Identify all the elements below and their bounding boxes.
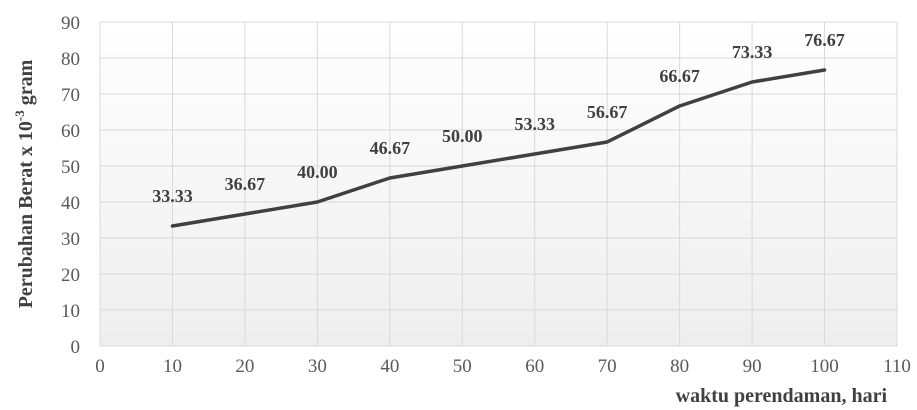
y-tick-label: 50 xyxy=(61,157,80,178)
y-tick-label: 70 xyxy=(61,85,80,106)
x-tick-labels: 0 10 20 30 40 50 60 70 80 90 100 110 xyxy=(95,356,911,377)
data-label: 46.67 xyxy=(370,138,411,158)
y-tick-label: 0 xyxy=(71,337,81,358)
x-tick-label: 80 xyxy=(670,356,689,377)
data-label: 36.67 xyxy=(225,174,266,194)
y-axis-title: Perubahan Berat x 10-3 gram xyxy=(12,59,37,308)
x-tick-label: 70 xyxy=(598,356,617,377)
y-axis-title-text: Perubahan Berat x 10 xyxy=(15,121,37,308)
data-labels: 33.33 36.67 40.00 46.67 50.00 53.33 56.67 66.67… xyxy=(152,30,845,206)
data-label: 73.33 xyxy=(732,42,773,62)
x-tick-label: 0 xyxy=(95,356,105,377)
x-tick-label: 90 xyxy=(743,356,762,377)
x-tick-label: 40 xyxy=(380,356,399,377)
x-tick-label: 100 xyxy=(810,356,839,377)
data-label: 66.67 xyxy=(659,66,700,86)
x-axis-title: waktu perendaman, hari xyxy=(676,385,888,407)
y-tick-label: 10 xyxy=(61,301,80,322)
y-tick-label: 80 xyxy=(61,49,80,70)
y-tick-label: 30 xyxy=(61,229,80,250)
x-tick-label: 50 xyxy=(453,356,472,377)
plot-area xyxy=(100,22,897,346)
horizontal-gridlines xyxy=(100,21,897,347)
data-label: 40.00 xyxy=(297,162,338,182)
y-axis-title-exponent: -3 xyxy=(12,110,27,121)
x-tick-label: 10 xyxy=(163,356,182,377)
y-tick-label: 40 xyxy=(61,193,80,214)
y-tick-labels: 0 10 20 30 40 50 60 70 80 90 xyxy=(61,13,80,358)
data-label: 56.67 xyxy=(587,102,628,122)
y-tick-label: 90 xyxy=(61,13,80,34)
x-tick-label: 30 xyxy=(308,356,327,377)
y-axis-title-unit: gram xyxy=(15,59,37,110)
data-label: 76.67 xyxy=(804,30,845,50)
data-label: 50.00 xyxy=(442,126,483,146)
x-tick-label: 110 xyxy=(883,356,911,377)
data-label: 53.33 xyxy=(514,114,555,134)
x-tick-label: 20 xyxy=(235,356,254,377)
series-line xyxy=(170,68,827,228)
x-tick-label: 60 xyxy=(525,356,544,377)
data-label: 33.33 xyxy=(152,186,193,206)
y-tick-label: 20 xyxy=(61,265,80,286)
vertical-gridlines xyxy=(99,22,898,346)
y-tick-label: 60 xyxy=(61,121,80,142)
